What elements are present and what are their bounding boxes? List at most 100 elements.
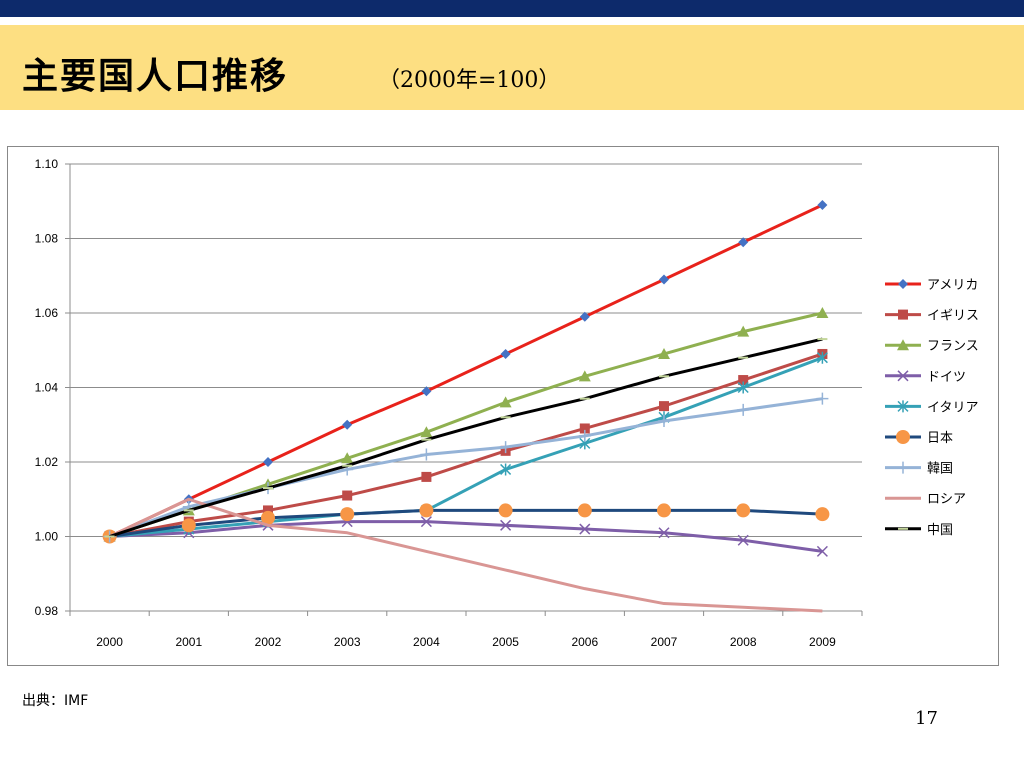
legend-label: 韓国 — [927, 461, 953, 476]
plus-marker — [578, 429, 591, 442]
title-band — [0, 25, 1024, 110]
square-marker — [738, 375, 749, 386]
legend-item: 韓国 — [885, 461, 953, 476]
legend-label: ロシア — [927, 491, 966, 506]
circle-marker — [261, 510, 275, 525]
x-marker — [737, 534, 749, 546]
series-line — [109, 356, 823, 538]
legend-label: イタリア — [927, 399, 978, 414]
x-marker — [579, 523, 591, 535]
x-tick-label: 2009 — [809, 635, 836, 649]
plus-marker — [737, 403, 750, 416]
legend-item: イギリス — [885, 308, 979, 323]
circle-marker — [815, 507, 830, 522]
triangle-marker — [499, 396, 512, 408]
legend-item: イタリア — [885, 399, 978, 414]
series-line — [109, 508, 823, 538]
circle-marker — [498, 503, 513, 518]
diamond-marker — [659, 274, 669, 285]
circle-marker — [181, 518, 196, 533]
diamond-marker — [263, 457, 273, 467]
series-line — [108, 497, 823, 613]
page-number: 17 — [915, 708, 938, 729]
triangle-marker — [897, 339, 909, 351]
legend-item: ロシア — [885, 491, 966, 506]
series-line — [109, 352, 823, 538]
diamond-marker — [421, 386, 432, 397]
x-marker — [897, 370, 909, 382]
legend-label: アメリカ — [927, 277, 978, 292]
x-marker — [420, 516, 432, 528]
source-note: 出典：IMF — [22, 693, 89, 709]
x-tick-label: 2005 — [492, 635, 519, 649]
series-9 — [104, 337, 828, 538]
plus-marker — [499, 441, 512, 454]
circle-marker — [577, 503, 592, 518]
triangle-marker — [658, 347, 670, 359]
legend-item: フランス — [885, 338, 979, 353]
square-marker — [342, 490, 353, 501]
legend-label: フランス — [927, 338, 979, 353]
circle-marker — [340, 507, 355, 522]
diamond-marker — [342, 419, 353, 430]
plus-marker — [420, 448, 433, 461]
x-tick-label: 2004 — [413, 635, 440, 649]
circle-marker — [657, 503, 671, 518]
series-line — [109, 397, 823, 538]
legend-item: 中国 — [885, 522, 953, 537]
diamond-marker — [817, 199, 828, 210]
legend-label: 日本 — [927, 430, 953, 445]
slide-subtitle: （2000年=100） — [378, 68, 561, 93]
star-marker — [816, 351, 828, 364]
y-tick-label: 1.04 — [35, 381, 59, 395]
series-8 — [108, 497, 823, 613]
legend-item: 日本 — [885, 430, 953, 445]
diamond-marker — [500, 348, 511, 359]
series-5 — [104, 351, 828, 543]
y-tick-label: 1.10 — [35, 157, 59, 171]
series-6 — [102, 503, 830, 544]
top-banner-bar — [0, 0, 1024, 17]
plus-marker — [816, 392, 829, 405]
x-marker — [816, 545, 828, 557]
square-marker — [263, 505, 273, 516]
diamond-marker — [579, 311, 590, 322]
legend-item: ドイツ — [885, 369, 966, 384]
plus-marker — [658, 415, 670, 428]
triangle-marker — [737, 325, 750, 337]
series-line — [108, 203, 824, 538]
circle-marker — [896, 430, 910, 444]
series-2 — [104, 348, 828, 542]
circle-marker — [419, 503, 434, 518]
x-tick-label: 2003 — [334, 635, 361, 649]
legend-label: イギリス — [927, 308, 979, 323]
star-marker — [737, 381, 749, 394]
y-tick-label: 1.06 — [35, 306, 59, 320]
y-tick-label: 1.08 — [35, 232, 59, 246]
x-tick-label: 2008 — [730, 635, 757, 649]
x-marker — [658, 527, 670, 539]
star-marker — [897, 400, 909, 413]
series-7 — [103, 392, 829, 543]
x-tick-label: 2006 — [571, 635, 598, 649]
square-marker — [579, 423, 590, 434]
triangle-marker — [420, 426, 433, 438]
triangle-marker — [578, 370, 591, 382]
y-tick-label: 1.00 — [35, 530, 59, 544]
triangle-marker — [816, 307, 829, 318]
series-line — [109, 520, 823, 553]
legend-label: ドイツ — [927, 369, 966, 384]
square-marker — [421, 471, 432, 482]
x-tick-label: 2002 — [255, 635, 282, 649]
series-line — [109, 337, 823, 538]
x-marker — [500, 519, 512, 531]
legend-item: アメリカ — [885, 277, 978, 292]
diamond-marker — [738, 237, 749, 248]
slide-title: 主要国人口推移 — [22, 56, 289, 97]
circle-marker — [736, 503, 751, 518]
x-tick-label: 2000 — [96, 635, 123, 649]
x-tick-label: 2007 — [651, 635, 678, 649]
x-tick-label: 2001 — [175, 635, 202, 649]
square-marker — [659, 401, 669, 412]
